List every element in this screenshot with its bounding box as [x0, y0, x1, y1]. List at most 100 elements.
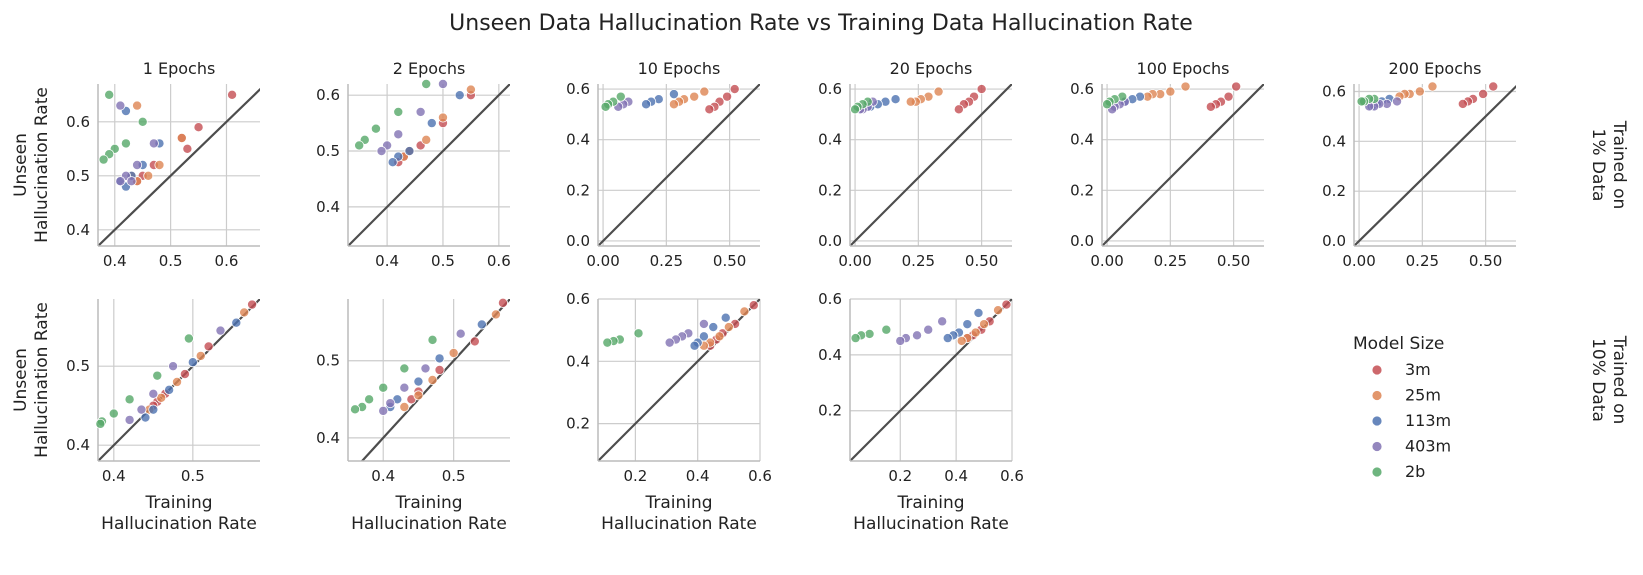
point-2b — [137, 116, 148, 127]
point-2b — [354, 140, 365, 151]
point-2b — [120, 138, 131, 149]
point-113m — [698, 331, 709, 342]
point-2b — [864, 328, 875, 339]
point-403m — [124, 414, 135, 425]
point-3m — [193, 122, 204, 133]
y-tick-label: 0.4 — [66, 436, 90, 454]
identity-line — [1102, 84, 1264, 246]
point-403m — [912, 330, 923, 341]
point-113m — [973, 307, 984, 318]
x-tick-label: 0.4 — [103, 252, 127, 270]
point-25m — [176, 132, 187, 143]
panel-1-epochs: 0.4 0.5 0.6 0.4 0.5 0.6 1 Epochs UnseenHallucin… — [11, 59, 260, 270]
legend-marker-113m — [1371, 415, 1383, 427]
panel-20-epochs: 0.00 0.25 0.50 0.0 0.2 0.4 0.6 20 Epochs — [818, 59, 1012, 270]
point-403m — [923, 324, 934, 335]
point-3m — [976, 84, 987, 95]
point-25m — [448, 347, 459, 358]
y-tick-label: 0.6 — [1322, 82, 1346, 100]
y-tick-label: 0.4 — [818, 346, 842, 364]
point-3m — [469, 336, 480, 347]
y-tick-label: 0.4 — [566, 352, 590, 370]
x-tick-label: 0.00 — [838, 252, 871, 270]
point-113m — [187, 357, 198, 368]
x-tick-label: 0.5 — [431, 252, 455, 270]
point-2b — [1102, 99, 1113, 110]
row-label: Trained on1% Data — [1588, 120, 1629, 210]
point-25m — [979, 319, 990, 330]
point-2b — [393, 106, 404, 117]
legend-marker-2b — [1371, 466, 1383, 478]
identity-line — [98, 87, 260, 246]
y-tick-label: 0.6 — [316, 86, 340, 104]
legend: Model Size 3m 25m 113m 403m 2b — [1353, 334, 1451, 481]
row-label: Trained on10% Data — [1588, 335, 1629, 425]
point-25m — [1165, 86, 1176, 97]
point-113m — [708, 322, 719, 333]
y-tick-label: 0.4 — [1322, 132, 1346, 150]
point-113m — [140, 412, 151, 423]
point-2b — [421, 79, 432, 90]
point-3m — [1001, 299, 1012, 310]
point-403m — [115, 100, 126, 111]
point-3m — [1205, 101, 1216, 112]
point-25m — [1427, 81, 1438, 92]
point-2b — [183, 333, 194, 344]
point-113m — [890, 94, 901, 105]
point-2b — [615, 91, 626, 102]
point-2b — [850, 333, 861, 344]
point-113m — [231, 317, 242, 328]
y-tick-label: 0.2 — [566, 415, 590, 433]
x-tick-label: 0.4 — [371, 467, 395, 485]
point-25m — [689, 91, 700, 102]
point-113m — [962, 319, 973, 330]
point-2b — [602, 337, 613, 348]
point-25m — [905, 96, 916, 107]
y-tick-label: 0.0 — [566, 232, 590, 250]
point-25m — [143, 170, 154, 181]
point-2b — [124, 394, 135, 405]
point-25m — [413, 390, 424, 401]
x-axis-label: Training Hallucination Rate — [351, 493, 507, 534]
point-3m — [1488, 81, 1499, 92]
y-tick-label: 0.2 — [818, 181, 842, 199]
point-113m — [641, 99, 652, 110]
y-tick-label: 0.0 — [1070, 232, 1094, 250]
x-tick-label: 0.4 — [102, 467, 126, 485]
point-113m — [668, 89, 679, 100]
x-tick-label: 0.25 — [650, 252, 683, 270]
y-tick-label: 0.2 — [1322, 182, 1346, 200]
point-3m — [1478, 88, 1489, 99]
point-3m — [1223, 91, 1234, 102]
figure-title: Unseen Data Hallucination Rate vs Traini… — [449, 11, 1193, 36]
identity-line — [598, 299, 760, 461]
point-2b — [378, 382, 389, 393]
panel-title: 100 Epochs — [1137, 59, 1230, 78]
point-3m — [1231, 81, 1242, 92]
point-403m — [168, 361, 179, 372]
x-tick-label: 0.6 — [487, 252, 511, 270]
x-tick-label: 0.4 — [686, 467, 710, 485]
panel-r1c1: 0.4 0.5 0.4 0.5 Training Hallucination Rate — [316, 297, 510, 534]
x-tick-label: 0.25 — [1154, 252, 1187, 270]
point-403m — [132, 159, 143, 170]
x-axis-label: Training Hallucination Rate — [853, 493, 1009, 534]
point-25m — [714, 331, 725, 342]
panel-2-epochs: 0.4 0.5 0.6 0.4 0.5 0.6 2 Epochs — [316, 59, 511, 270]
point-3m — [182, 143, 193, 154]
y-tick-label: 0.4 — [316, 198, 340, 216]
point-3m — [203, 341, 214, 352]
y-tick-label: 0.6 — [566, 80, 590, 98]
point-113m — [413, 376, 424, 387]
y-tick-label: 0.4 — [818, 131, 842, 149]
panel-title: 10 Epochs — [638, 59, 721, 78]
point-2b — [427, 334, 438, 345]
point-25m — [993, 305, 1004, 316]
point-2b — [1356, 96, 1367, 107]
x-tick-label: 0.5 — [181, 467, 205, 485]
y-tick-label: 0.6 — [66, 113, 90, 131]
panel-title: 1 Epochs — [143, 59, 216, 78]
y-tick-label: 0.5 — [66, 167, 90, 185]
x-tick-label: 0.50 — [1469, 252, 1502, 270]
